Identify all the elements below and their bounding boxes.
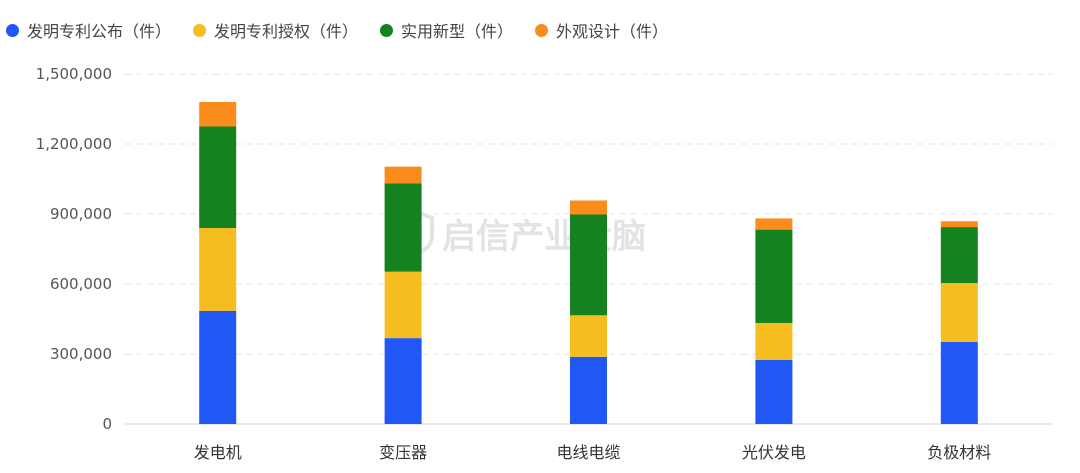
x-tick-label: 发电机: [194, 443, 242, 462]
y-tick-label: 300,000: [50, 345, 112, 363]
legend-marker: [535, 23, 549, 37]
legend-label: 发明专利公布（件）: [27, 22, 172, 41]
x-tick-label: 电线电缆: [556, 443, 620, 462]
bar-segment[interactable]: [570, 315, 607, 357]
bar-segment[interactable]: [755, 359, 793, 424]
legend-label: 外观设计（件）: [556, 22, 669, 41]
legend-item-utility-model[interactable]: 实用新型（件）: [380, 18, 513, 42]
x-axis: 发电机 变压器 电线电缆 光伏发电 负极材料: [194, 443, 992, 462]
y-tick-label: 600,000: [50, 275, 112, 293]
legend-marker: [6, 23, 19, 37]
y-tick-label: 900,000: [50, 205, 112, 223]
bar-segment[interactable]: [384, 338, 422, 424]
y-tick-label: 0: [102, 415, 112, 433]
bar-segment[interactable]: [940, 283, 978, 342]
y-tick-label: 1,500,000: [36, 65, 112, 83]
legend-item-invention-publication[interactable]: 发明专利公布（件）: [6, 18, 171, 42]
bar-segment[interactable]: [384, 183, 422, 272]
bar-segment[interactable]: [570, 200, 607, 215]
bar-segment[interactable]: [570, 356, 607, 424]
x-tick-label: 负极材料: [927, 443, 991, 462]
bar-segment[interactable]: [199, 228, 237, 311]
bar-segment[interactable]: [384, 166, 422, 184]
legend-item-design[interactable]: 外观设计（件）: [535, 18, 668, 42]
bars: [199, 102, 978, 424]
bar-segment[interactable]: [940, 341, 978, 424]
bar-segment[interactable]: [755, 218, 793, 230]
x-tick-label: 变压器: [379, 443, 427, 462]
bar-segment[interactable]: [940, 227, 978, 284]
chart-legend: 发明专利公布（件） 发明专利授权（件） 实用新型（件） 外观设计（件）: [6, 18, 668, 42]
legend-marker: [380, 23, 394, 37]
y-axis: 0 300,000 600,000 900,000 1,200,000 1,500,000: [36, 65, 112, 433]
legend-marker: [193, 23, 207, 37]
y-tick-label: 1,200,000: [36, 135, 112, 153]
watermark: 启信产业大脑: [398, 209, 646, 257]
legend-item-invention-grant[interactable]: 发明专利授权（件）: [193, 18, 358, 42]
bar-segment[interactable]: [199, 102, 237, 127]
bar-segment[interactable]: [199, 310, 237, 424]
bar-segment[interactable]: [940, 221, 978, 228]
x-tick-label: 光伏发电: [742, 443, 806, 462]
bar-segment[interactable]: [570, 214, 607, 316]
watermark-text: 启信产业大脑: [442, 217, 646, 257]
bar-segment[interactable]: [199, 126, 237, 229]
bar-segment[interactable]: [384, 271, 422, 339]
bar-segment[interactable]: [755, 322, 793, 360]
legend-label: 实用新型（件）: [401, 22, 514, 41]
bar-segment[interactable]: [755, 229, 793, 323]
legend-label: 发明专利授权（件）: [214, 22, 359, 41]
